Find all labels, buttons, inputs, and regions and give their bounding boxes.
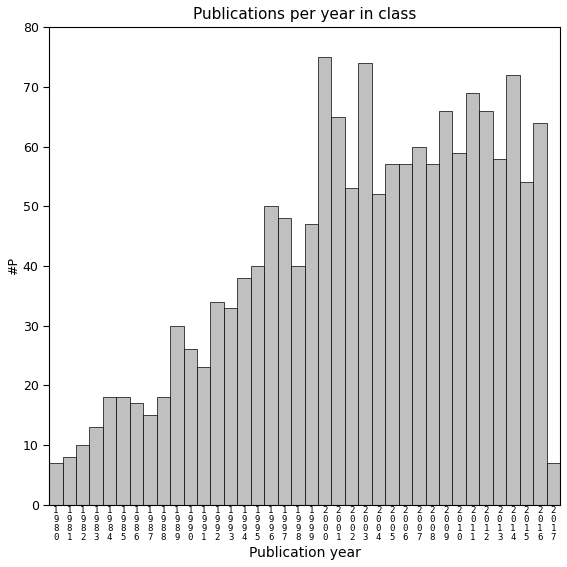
Bar: [520, 183, 533, 505]
Bar: [49, 463, 62, 505]
Bar: [116, 397, 130, 505]
Bar: [103, 397, 116, 505]
Bar: [184, 349, 197, 505]
Title: Publications per year in class: Publications per year in class: [193, 7, 416, 22]
Bar: [452, 153, 466, 505]
Bar: [439, 111, 452, 505]
Bar: [493, 159, 506, 505]
Bar: [385, 164, 399, 505]
Bar: [291, 266, 304, 505]
Bar: [251, 266, 264, 505]
Bar: [372, 194, 385, 505]
Bar: [197, 367, 210, 505]
Bar: [533, 122, 547, 505]
Y-axis label: #P: #P: [7, 257, 20, 275]
Bar: [399, 164, 412, 505]
Bar: [278, 218, 291, 505]
Bar: [412, 147, 426, 505]
Bar: [547, 463, 560, 505]
Bar: [479, 111, 493, 505]
Bar: [238, 278, 251, 505]
Bar: [304, 224, 318, 505]
Bar: [224, 308, 238, 505]
Bar: [62, 457, 76, 505]
Bar: [264, 206, 278, 505]
Bar: [156, 397, 170, 505]
Bar: [466, 93, 479, 505]
Bar: [345, 188, 358, 505]
Bar: [210, 302, 224, 505]
Bar: [332, 117, 345, 505]
Bar: [358, 63, 372, 505]
Bar: [76, 445, 90, 505]
Bar: [90, 427, 103, 505]
Bar: [506, 75, 520, 505]
Bar: [426, 164, 439, 505]
Bar: [130, 403, 143, 505]
Bar: [318, 57, 332, 505]
Bar: [170, 325, 184, 505]
X-axis label: Publication year: Publication year: [249, 546, 361, 560]
Bar: [143, 415, 156, 505]
